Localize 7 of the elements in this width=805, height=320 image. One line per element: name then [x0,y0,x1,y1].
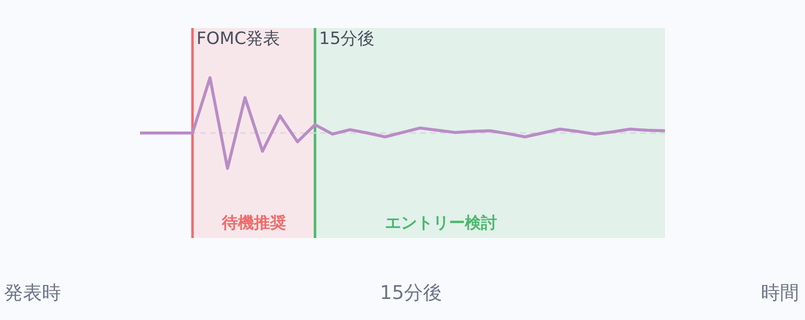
text: 15分後 [319,28,375,49]
text: 発表時 [4,281,61,306]
text: エントリー検討 [385,213,497,232]
text: 時間 [761,281,799,306]
text: FOMC発表 [196,28,280,49]
text: 15分後 [380,281,442,306]
text: 待機推奨 [220,213,286,232]
